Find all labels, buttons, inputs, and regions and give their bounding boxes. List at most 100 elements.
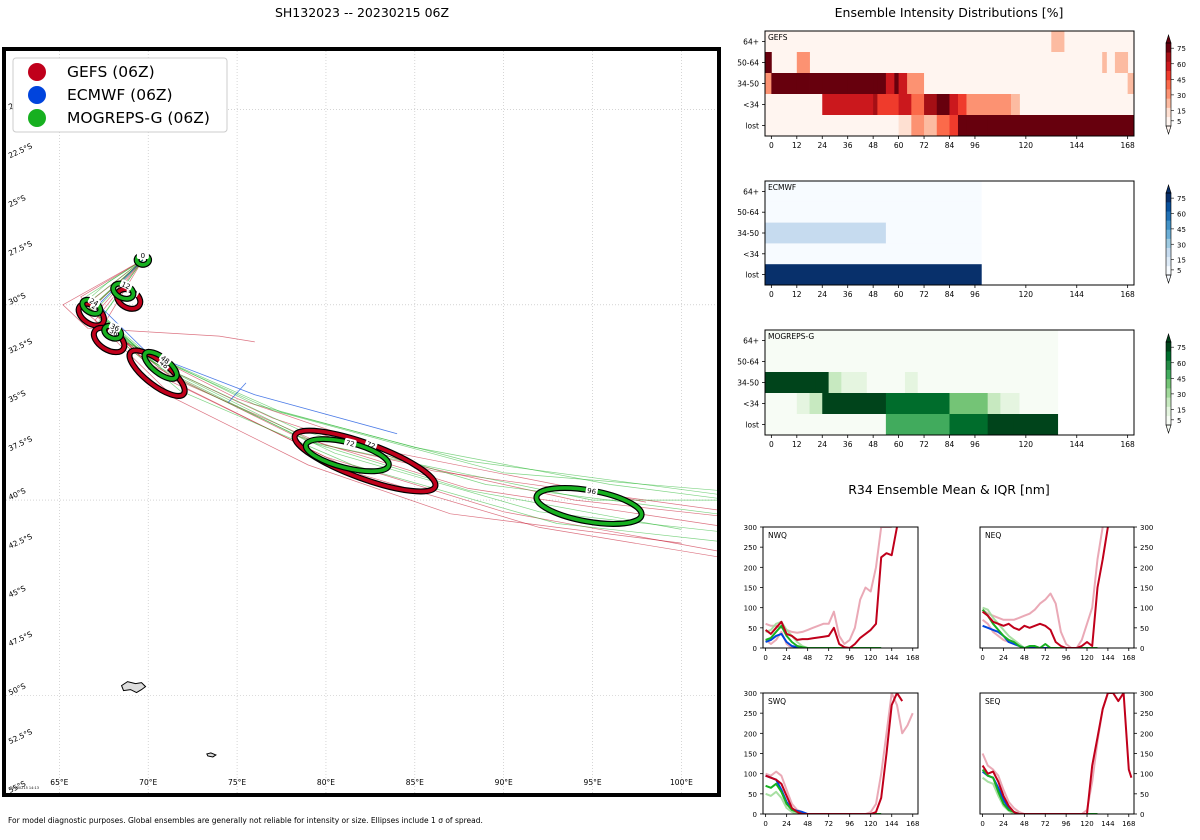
row-label: 34-50 (737, 379, 759, 388)
heatmap-cell (898, 115, 912, 137)
x-tick-label: 48 (868, 141, 878, 150)
colorbar-tick-label: 5 (1177, 267, 1181, 275)
heatmap-cell (924, 115, 938, 137)
heatmap-cell (796, 52, 810, 74)
x-tick-label: 24 (999, 820, 1008, 828)
r34-series-gefs (981, 527, 1109, 648)
heatmap-model-label: MOGREPS-G (768, 332, 814, 341)
heatmap-cell (904, 372, 919, 394)
legend-marker (28, 63, 46, 81)
y-tick-label: 100 (1140, 605, 1153, 613)
colorbar-swatch (1166, 61, 1171, 71)
heatmap-cell (841, 372, 868, 394)
heatmap-cell (771, 73, 785, 95)
x-tick-label: 60 (894, 440, 904, 449)
x-tick-label: 60 (894, 290, 904, 299)
r34-series-gefs_light (981, 527, 1104, 648)
heatmap-cell (877, 94, 900, 116)
colorbar-swatch (1166, 388, 1171, 398)
colorbar-swatch (1166, 211, 1171, 221)
y-tick-label: 50 (748, 791, 757, 799)
x-tick-label: 36 (843, 141, 853, 150)
x-tick-label: 96 (1062, 654, 1071, 662)
heatmap-cell (765, 414, 887, 436)
colorbar-frame (1165, 42, 1172, 127)
y-tick-label: 100 (744, 605, 757, 613)
r34-series-mogreps_light (765, 620, 809, 648)
ellipse-hour-label: 12 (120, 280, 131, 291)
y-tick-label: 100 (1140, 771, 1153, 779)
y-tick-label: 200 (744, 564, 757, 572)
y-tick-label: 300 (744, 690, 757, 698)
r34-plot-area (765, 693, 914, 814)
colorbar-tick-label: 45 (1177, 76, 1186, 84)
x-tick-label: 96 (970, 440, 980, 449)
heatmap-cell (987, 115, 1135, 137)
x-tick-label: 168 (906, 820, 919, 828)
legend-item-1: ECMWF (06Z) (28, 86, 173, 104)
r34-series-mogreps (981, 768, 1098, 814)
ecmwf-track-branch (227, 382, 247, 403)
legend-item-0: GEFS (06Z) (28, 63, 155, 81)
lon-tick-label: 100°E (670, 778, 693, 787)
ellipse-hour-label: 0 (141, 252, 145, 260)
y-tick-label: 250 (1140, 710, 1153, 718)
x-tick-label: 144 (1070, 290, 1085, 299)
row-label: 64+ (743, 38, 759, 47)
y-tick-label: 50 (1140, 625, 1149, 633)
ellipse-hour-label: 24 (88, 297, 100, 309)
colorbar-tick-label: 15 (1177, 406, 1186, 414)
y-tick-label: 250 (744, 710, 757, 718)
r34-plot-area (764, 527, 898, 648)
timestamp-stamp: 20230215 14:13 (10, 786, 39, 790)
heatmap-cell (765, 181, 982, 203)
colorbar-swatch (1166, 193, 1171, 203)
colorbar-swatch (1166, 43, 1171, 53)
heatmap-cell (1051, 31, 1065, 53)
r34-plot-area (981, 527, 1109, 648)
heatmap-cell (936, 94, 950, 116)
y-tick-label: 300 (1140, 524, 1153, 532)
row-label: 34-50 (737, 80, 759, 89)
gefs-ellipse-48h: 48 (126, 347, 188, 399)
heatmap-cell (765, 52, 772, 74)
row-label: 50-64 (737, 358, 759, 367)
r34-panel-neq: NEQ 0 24 48 72 96 120 144 168 0 50 100 150 200 250 300 (979, 524, 1153, 662)
legend-item-2: MOGREPS-G (06Z) (28, 109, 210, 127)
x-tick-label: 72 (824, 654, 833, 662)
x-tick-label: 144 (885, 654, 899, 662)
lon-tick-label: 65°E (50, 778, 68, 787)
x-tick-label: 0 (769, 141, 774, 150)
heatmap-cell (949, 393, 989, 415)
ellipse-label-bg (157, 357, 171, 370)
colorbar-extend-top (1165, 332, 1172, 343)
x-tick-label: 12 (792, 440, 802, 449)
x-tick-label: 0 (763, 654, 767, 662)
colorbar-swatch (1166, 351, 1171, 361)
kerguelen-island (120, 681, 147, 694)
colorbar-tick-label: 15 (1177, 257, 1186, 265)
y-tick-label: 250 (1140, 544, 1153, 552)
heatmap-cell (957, 94, 967, 116)
colorbar-tick-label: 45 (1177, 375, 1186, 383)
heatmap-cell (1000, 393, 1020, 415)
heatmap-model-label: ECMWF (768, 183, 796, 192)
heatmap-cell (822, 393, 887, 415)
colorbar-swatch (1166, 406, 1171, 417)
ellipse-label-bg (87, 295, 101, 308)
row-label: 64+ (743, 187, 759, 196)
y-tick-label: 100 (744, 771, 757, 779)
ecmwf-intensity: ECMWF 64+ 50-64 34-50 <34 lost 0 12 24 36 48 60 72 84… (737, 180, 1186, 299)
y-tick-label: 200 (1140, 730, 1153, 738)
x-tick-label: 168 (1122, 820, 1135, 828)
intensity-title: Ensemble Intensity Distributions [%] (835, 5, 1064, 20)
heatmap-cell (828, 372, 842, 394)
mogreps-ellipse-48h: 48 (141, 348, 180, 382)
lon-tick-label: 80°E (317, 778, 335, 787)
heatmap-cell (815, 372, 830, 394)
heatmap-cell (936, 115, 950, 137)
x-tick-label: 168 (1120, 290, 1135, 299)
ellipse-label-bg (585, 485, 599, 496)
row-label: <34 (743, 101, 759, 110)
colorbar-swatch (1166, 360, 1171, 370)
